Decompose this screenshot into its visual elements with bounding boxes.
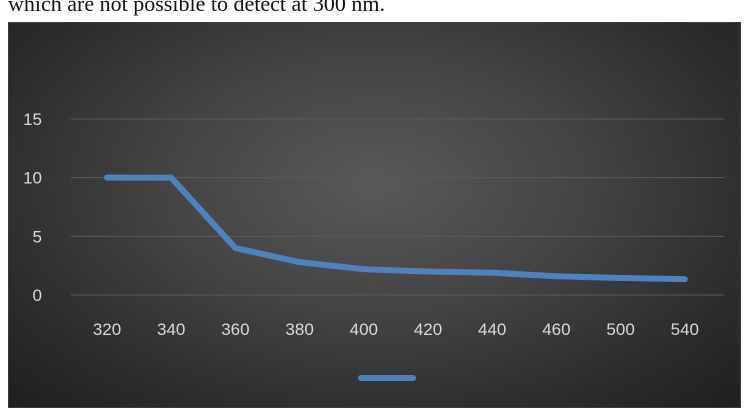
x-tick-label: 500 [606,320,634,339]
x-tick-label: 340 [157,320,185,339]
x-tick-label: 440 [478,320,506,339]
y-tick-label: 5 [33,227,42,246]
line-chart: 0 5 10 15 320 340 360 380 400 420 440 460 500 540 [23,110,724,381]
caption-strip: which are not possible to detect at 300 … [0,0,747,22]
x-tick-label: 380 [285,320,313,339]
series-line [104,174,688,283]
caption-text: which are not possible to detect at 300 … [8,0,385,16]
x-tick-label: 540 [671,320,699,339]
x-tick-label: 400 [350,320,378,339]
chart-panel: 0 5 10 15 320 340 360 380 400 420 440 460 500 540 [8,22,741,408]
x-tick-label: 460 [542,320,570,339]
y-tick-label: 10 [23,169,42,188]
x-tick-label: 360 [221,320,249,339]
x-tick-label: 320 [93,320,121,339]
y-tick-label: 0 [33,286,42,305]
y-tick-label: 15 [23,110,42,129]
x-tick-label: 420 [414,320,442,339]
